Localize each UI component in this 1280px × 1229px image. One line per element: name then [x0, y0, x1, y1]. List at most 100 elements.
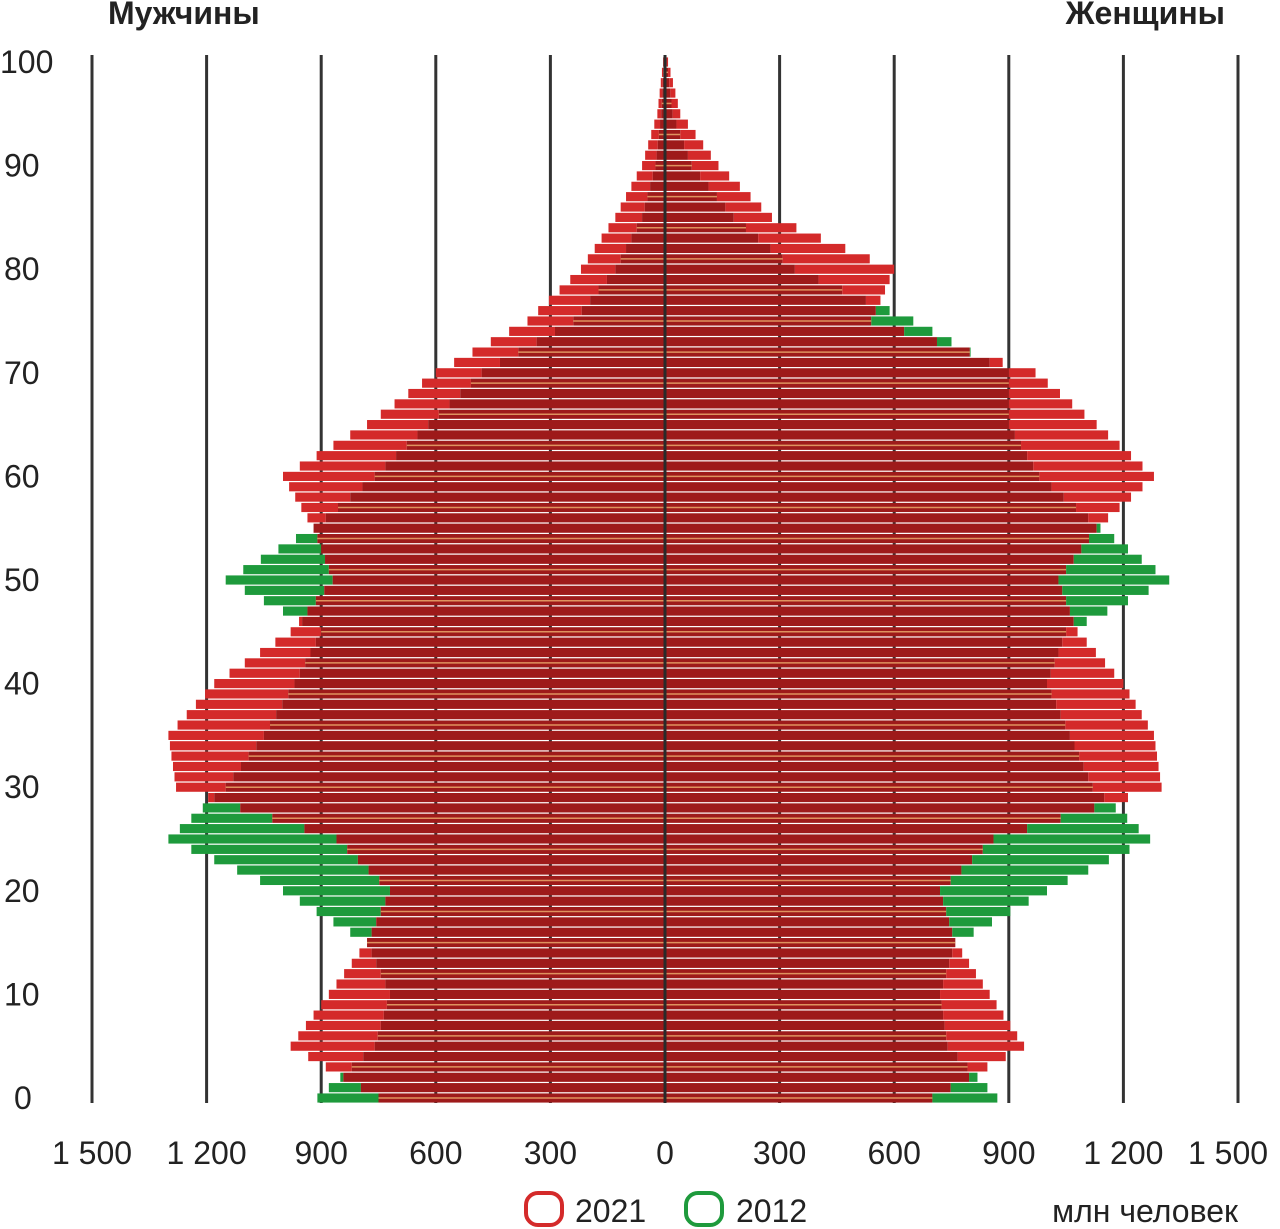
- bar-women-outer: [1096, 523, 1101, 533]
- bar-men-outer: [325, 1062, 352, 1072]
- bar-men-overlap: [650, 181, 665, 191]
- bar-men-outer: [278, 544, 322, 554]
- bar-women-outer: [932, 1093, 998, 1103]
- bar-men-outer: [205, 689, 289, 699]
- bar-men-outer: [298, 1031, 378, 1041]
- bar-men-overlap: [313, 523, 665, 533]
- y-tick-label: 10: [4, 976, 40, 1012]
- bar-men-overlap: [380, 1020, 665, 1031]
- bar-men-overlap: [376, 917, 665, 927]
- bar-women-outer: [672, 109, 681, 119]
- left-title: Мужчины: [108, 0, 260, 31]
- bar-women-outer: [871, 316, 914, 326]
- bar-women-outer: [1008, 399, 1073, 409]
- bar-women-outer: [1062, 637, 1087, 647]
- bar-women-outer: [1021, 440, 1120, 450]
- bar-women-overlap: [665, 741, 1075, 751]
- bar-men-outer: [244, 658, 306, 668]
- bar-women-overlap: [665, 1041, 948, 1051]
- bar-men-overlap: [325, 513, 665, 523]
- bar-men-overlap: [363, 1051, 665, 1062]
- bar-women-outer: [1066, 565, 1156, 575]
- bar-women-overlap: [665, 1083, 951, 1093]
- bar-men-outer: [626, 192, 648, 202]
- bar-men-overlap: [240, 761, 666, 772]
- bar-men-outer: [308, 1051, 364, 1062]
- bar-men-outer: [648, 140, 658, 150]
- bar-men-outer: [171, 751, 249, 761]
- bar-women-outer: [961, 865, 1089, 875]
- bar-men-outer: [290, 627, 322, 637]
- bar-men-outer: [299, 896, 386, 906]
- bar-women-outer: [1056, 699, 1136, 709]
- bar-women-outer: [1073, 616, 1087, 627]
- bar-women-outer: [1076, 502, 1120, 513]
- bar-women-outer: [684, 140, 704, 150]
- y-tick-label: 30: [4, 769, 40, 805]
- bar-women-outer: [1008, 420, 1097, 430]
- bar-women-outer: [936, 337, 952, 347]
- bar-men-overlap: [256, 741, 665, 751]
- bar-men-overlap: [481, 368, 665, 378]
- bar-women-overlap: [665, 616, 1074, 627]
- bar-men-overlap: [385, 896, 665, 906]
- bar-women-overlap: [665, 357, 990, 368]
- bar-men-outer: [168, 730, 264, 740]
- bar-women-outer: [1008, 368, 1036, 378]
- bar-men-outer: [174, 772, 234, 782]
- bar-men-overlap: [240, 803, 665, 813]
- bar-men-outer: [651, 129, 659, 140]
- bar-men-overlap: [376, 958, 665, 968]
- bar-women-overlap: [665, 886, 941, 896]
- y-tick-label: 20: [4, 873, 40, 909]
- bar-women-overlap: [665, 679, 1047, 689]
- bar-women-overlap: [665, 451, 1028, 461]
- bar-men-outer: [195, 699, 283, 709]
- bar-men-overlap: [307, 606, 665, 616]
- bar-women-outer: [1033, 461, 1143, 471]
- bar-men-overlap: [661, 109, 665, 119]
- bar-men-overlap: [656, 150, 665, 160]
- y-tick-label: 80: [4, 251, 40, 287]
- bar-women-outer: [969, 347, 971, 357]
- bar-women-outer: [1058, 575, 1170, 585]
- x-tick-label: 1 500: [1188, 1135, 1268, 1171]
- bar-women-overlap: [665, 792, 1105, 803]
- bar-men-outer: [316, 451, 397, 461]
- x-tick-label: 300: [524, 1135, 577, 1171]
- bar-women-overlap: [665, 989, 941, 999]
- bar-women-outer: [680, 129, 696, 140]
- bar-men-outer: [570, 274, 607, 285]
- bar-women-outer: [1069, 606, 1108, 616]
- bar-men-overlap: [371, 927, 665, 937]
- bar-men-overlap: [499, 357, 665, 368]
- bar-men-overlap: [294, 679, 665, 689]
- bar-women-overlap: [665, 295, 866, 305]
- bar-men-overlap: [302, 616, 665, 627]
- bar-women-overlap: [665, 171, 701, 181]
- bar-men-outer: [283, 886, 390, 896]
- y-tick-label: 40: [4, 666, 40, 702]
- bar-men-outer: [307, 513, 326, 523]
- bar-men-outer: [435, 368, 482, 378]
- bar-women-overlap: [665, 492, 1064, 502]
- bar-women-outer: [818, 274, 890, 285]
- bar-women-outer: [1027, 824, 1139, 834]
- bar-women-overlap: [665, 585, 1063, 595]
- bar-women-outer: [940, 886, 1047, 896]
- bar-men-outer: [344, 969, 381, 979]
- bar-men-overlap: [325, 554, 665, 564]
- bar-women-outer: [1062, 585, 1149, 595]
- bar-men-outer: [538, 306, 582, 316]
- y-tick-label: 0: [14, 1080, 32, 1116]
- bar-men-outer: [301, 502, 339, 513]
- bar-men-outer: [654, 119, 661, 129]
- bar-women-outer: [676, 119, 688, 129]
- bar-men-outer: [663, 57, 664, 67]
- bar-men-overlap: [644, 202, 665, 212]
- bar-men-overlap: [460, 388, 665, 399]
- bar-men-outer: [408, 388, 461, 399]
- bar-men-outer: [631, 181, 651, 191]
- bar-women-overlap: [665, 865, 962, 875]
